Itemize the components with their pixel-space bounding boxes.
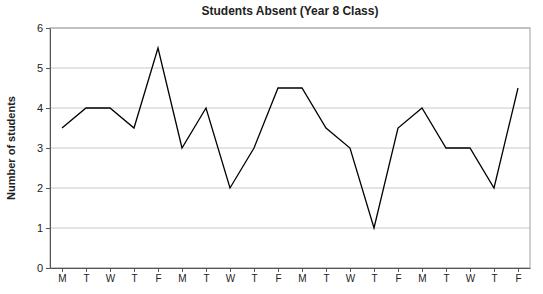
y-tick-label: 5 [37,62,43,74]
x-tick-mark [278,268,279,272]
x-tick-mark [350,268,351,272]
y-tick: 6 [37,22,50,34]
x-tick-label: T [83,273,89,284]
x-tick-label: F [395,273,401,284]
grid-line [50,228,530,229]
x-tick: T [251,268,257,284]
x-tick: T [323,268,329,284]
y-tick: 3 [37,142,50,154]
x-tick: T [83,268,89,284]
x-tick-label: T [323,273,329,284]
grid [50,28,530,268]
y-tick: 0 [37,262,50,274]
x-tick-mark [206,268,207,272]
y-tick-mark [46,28,50,29]
y-tick-label: 1 [37,222,43,234]
y-tick-label: 0 [37,262,43,274]
x-tick-label: F [515,273,521,284]
x-tick-label: W [466,273,476,284]
x-tick-mark [86,268,87,272]
x-tick: M [58,268,66,284]
x-tick-mark [254,268,255,272]
x-tick: M [178,268,186,284]
y-tick-mark [46,228,50,229]
x-tick-mark [302,268,303,272]
x-tick: T [491,268,497,284]
x-tick-label: M [178,273,186,284]
x-tick-mark [518,268,519,272]
x-tick: T [203,268,209,284]
x-tick: M [298,268,306,284]
y-tick-mark [46,268,50,269]
y-tick-mark [46,188,50,189]
x-tick: T [371,268,377,284]
x-tick-mark [62,268,63,272]
y-tick: 4 [37,102,50,114]
x-tick: F [395,268,401,284]
x-tick-mark [158,268,159,272]
x-tick-mark [110,268,111,272]
x-tick: W [226,268,236,284]
x-tick-mark [470,268,471,272]
x-axis: MTWTFMTWTFMTWTFMTWTF [51,268,531,284]
y-tick: 5 [37,62,50,74]
x-tick-label: T [443,273,449,284]
chart: 0 1 2 3 4 5 6 M T W T F M T W T F M T W T F M T W T F Students Abse… [0,0,543,294]
x-tick-label: W [346,273,356,284]
x-tick-label: T [371,273,377,284]
x-tick-mark [134,268,135,272]
y-tick-label: 2 [37,182,43,194]
x-tick-mark [494,268,495,272]
x-tick-mark [398,268,399,272]
x-tick: F [155,268,161,284]
x-tick-label: M [58,273,66,284]
x-tick-label: F [155,273,161,284]
y-axis-line [50,29,51,269]
x-tick: W [106,268,116,284]
grid-line [50,188,530,189]
y-tick-label: 4 [37,102,43,114]
grid-line [50,68,530,69]
x-tick-mark [446,268,447,272]
x-tick-label: T [203,273,209,284]
plot-frame [50,28,530,268]
x-tick-mark [182,268,183,272]
x-tick-label: T [131,273,137,284]
x-tick-mark [326,268,327,272]
title: Students Absent (Year 8 Class) [202,4,379,18]
x-axis-line [51,268,531,269]
x-tick: W [466,268,476,284]
x-tick: T [131,268,137,284]
y-tick-mark [46,68,50,69]
x-tick-label: M [298,273,306,284]
y-axis-title: Number of students [5,96,17,200]
x-tick-label: M [418,273,426,284]
y-tick-mark [46,148,50,149]
x-tick-label: W [106,273,116,284]
data-line [62,48,518,228]
x-tick: F [515,268,521,284]
x-tick-mark [422,268,423,272]
x-tick: M [418,268,426,284]
y-tick: 1 [37,222,50,234]
grid-line [50,108,530,109]
plot-area [62,48,518,228]
x-tick: T [443,268,449,284]
x-tick-label: T [491,273,497,284]
y-axis: 0 1 2 3 4 5 6 [37,22,51,274]
x-tick-mark [374,268,375,272]
x-tick: F [275,268,281,284]
x-tick-label: T [251,273,257,284]
y-tick-mark [46,108,50,109]
y-tick: 2 [37,182,50,194]
x-tick: W [346,268,356,284]
y-tick-label: 6 [37,22,43,34]
x-tick-label: W [226,273,236,284]
x-tick-mark [230,268,231,272]
x-tick-label: F [275,273,281,284]
y-tick-label: 3 [37,142,43,154]
